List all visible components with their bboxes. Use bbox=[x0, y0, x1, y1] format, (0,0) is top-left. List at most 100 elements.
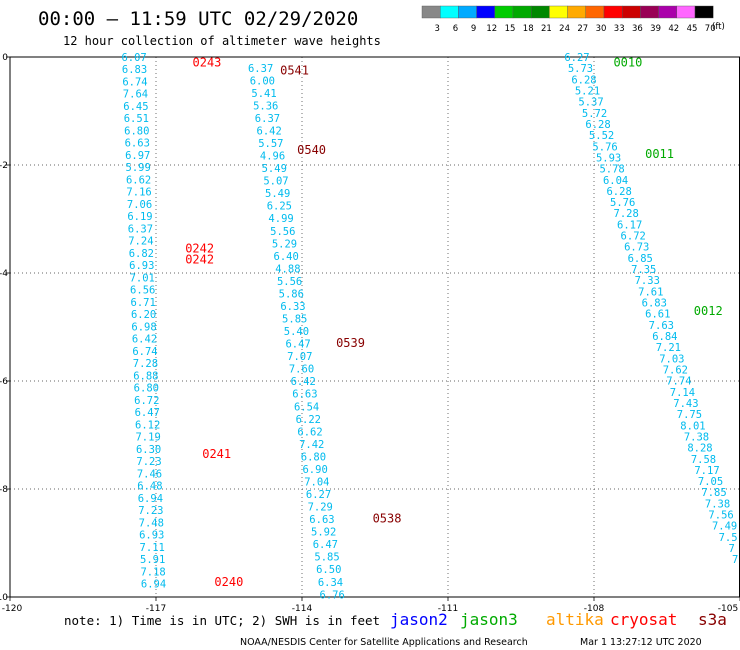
colorbar-label: 9 bbox=[471, 24, 476, 34]
wave-height-value: 7.14 bbox=[670, 387, 695, 399]
colorbar-swatch bbox=[421, 5, 441, 19]
colorbar-label: 30 bbox=[596, 24, 607, 34]
wave-height-value: 6.07 bbox=[121, 52, 146, 64]
wave-height-value: 6.47 bbox=[313, 539, 338, 551]
wave-height-value: 8.01 bbox=[680, 420, 705, 432]
wave-height-value: 5.56 bbox=[277, 276, 302, 288]
pass-label: 0242 bbox=[185, 242, 214, 256]
wave-height-value: 6.97 bbox=[125, 150, 150, 162]
wave-height-value: 5.07 bbox=[263, 176, 288, 188]
wave-height-value: 6.30 bbox=[136, 444, 161, 456]
colorbar-swatch bbox=[585, 5, 605, 19]
wave-height-value: 6.17 bbox=[617, 219, 642, 231]
wave-height-value: 5.78 bbox=[599, 164, 624, 176]
wave-height-value: 5.56 bbox=[270, 226, 295, 238]
wave-height-value: 6.04 bbox=[603, 175, 628, 187]
wave-height-value: 6.33 bbox=[280, 301, 305, 313]
wave-height-value: 5.36 bbox=[253, 100, 278, 112]
colorbar-label: 39 bbox=[650, 24, 661, 34]
wave-height-value: 5.21 bbox=[575, 85, 600, 97]
wave-height-value: 7.01 bbox=[130, 272, 155, 284]
wave-height-value: 7.75 bbox=[677, 409, 702, 421]
wave-height-value: 7.49 bbox=[712, 521, 737, 533]
wave-height-value: 6.63 bbox=[309, 514, 334, 526]
wave-height-value: 6.93 bbox=[129, 260, 154, 272]
wave-height-value: 6.28 bbox=[606, 186, 631, 198]
y-tick-label: -6 bbox=[0, 377, 8, 387]
pass-label: 0540 bbox=[297, 143, 326, 157]
wave-height-value: 6.72 bbox=[621, 231, 646, 243]
y-tick-label: -2 bbox=[0, 161, 8, 171]
wave-height-value: 6.80 bbox=[124, 125, 149, 137]
wave-height-value: 7.5 bbox=[719, 532, 738, 544]
wave-height-value: 6.28 bbox=[571, 74, 596, 86]
wave-height-value: 7.16 bbox=[126, 187, 151, 199]
y-tick-label: -8 bbox=[0, 485, 8, 495]
colorbar-label: 45 bbox=[687, 24, 698, 34]
wave-height-value: 6.27 bbox=[306, 489, 331, 501]
wave-height-value: 7.33 bbox=[635, 275, 660, 287]
wave-height-value: 6.98 bbox=[131, 321, 156, 333]
wave-height-value: 7.03 bbox=[659, 353, 684, 365]
wave-height-value: 6.94 bbox=[138, 493, 163, 505]
pass-label: 0010 bbox=[613, 55, 642, 69]
wave-height-value: 6.61 bbox=[645, 309, 670, 321]
wave-height-value: 5.40 bbox=[284, 326, 309, 338]
wave-height-value: 6.45 bbox=[123, 101, 148, 113]
wave-height-value: 7.23 bbox=[138, 505, 163, 517]
colorbar-label: 12 bbox=[486, 24, 497, 34]
wave-height-value: 6.82 bbox=[129, 248, 154, 260]
wave-height-value: 6.37 bbox=[128, 223, 153, 235]
plot-area: -120 -117 -114 -111 -108 -105 0 -2 -4 -6 -8 -10 6.07… bbox=[0, 52, 740, 614]
wave-height-value: 5.92 bbox=[311, 527, 336, 539]
colorbar-swatch bbox=[658, 5, 677, 19]
wave-height-value: 7.28 bbox=[133, 358, 158, 370]
wave-height-value: 7.17 bbox=[694, 465, 719, 477]
wave-height-value: 6.63 bbox=[125, 138, 150, 150]
wave-height-value: 5.86 bbox=[279, 288, 304, 300]
wave-height-value: 6.54 bbox=[294, 401, 319, 413]
wave-height-value: 6.19 bbox=[127, 211, 152, 223]
legend-cryosat: cryosat bbox=[610, 610, 677, 629]
colorbar-label: 21 bbox=[541, 24, 552, 34]
wave-height-value: 7.63 bbox=[649, 320, 674, 332]
colorbar-label: 3 bbox=[434, 24, 439, 34]
wave-height-value: 7.56 bbox=[708, 510, 733, 522]
wave-height-value: 6.00 bbox=[250, 75, 275, 87]
wave-height-value: 7.23 bbox=[136, 456, 161, 468]
wave-height-value: 5.57 bbox=[258, 138, 283, 150]
wave-height-value: 6.76 bbox=[320, 589, 345, 601]
wave-height-value: 6.20 bbox=[131, 309, 156, 321]
y-tick-label: -4 bbox=[0, 269, 8, 279]
x-tick-label: -111 bbox=[438, 604, 458, 614]
colorbar-label: 70 bbox=[705, 24, 716, 34]
wave-height-value: 5.49 bbox=[262, 163, 287, 175]
wave-height-value: 5.52 bbox=[589, 130, 614, 142]
wave-height-value: 6.93 bbox=[139, 530, 164, 542]
wave-height-value: 7.35 bbox=[631, 264, 656, 276]
wave-height-value: 5.29 bbox=[272, 238, 297, 250]
wave-height-value: 6.90 bbox=[302, 464, 327, 476]
colorbar-label: 33 bbox=[614, 24, 625, 34]
chart-subtitle: 12 hour collection of altimeter wave hei… bbox=[63, 34, 381, 48]
colorbar-swatch bbox=[694, 5, 714, 19]
wave-height-value: 7.74 bbox=[666, 376, 691, 388]
wave-height-value: 6.80 bbox=[301, 451, 326, 463]
wave-height-value: 6.47 bbox=[285, 339, 310, 351]
colorbar-swatch bbox=[603, 5, 623, 19]
pass-label: 0538 bbox=[373, 512, 402, 526]
colorbar-swatch bbox=[440, 5, 459, 19]
wave-height-value: 6.62 bbox=[297, 426, 322, 438]
wave-height-value: 5.91 bbox=[140, 554, 165, 566]
x-tick-label: -105 bbox=[718, 604, 738, 614]
colorbar-unit: (ft) bbox=[712, 22, 725, 32]
legend-jason2: jason2 bbox=[390, 610, 448, 629]
pass-label: 0243 bbox=[193, 55, 222, 69]
wave-height-value: 4.88 bbox=[275, 263, 300, 275]
colorbar-swatch bbox=[476, 5, 496, 19]
wave-height-value: 6.40 bbox=[274, 251, 299, 263]
wave-height-value: 7.21 bbox=[656, 342, 681, 354]
wave-height-value: 6.71 bbox=[131, 297, 156, 309]
colorbar-swatch bbox=[676, 5, 696, 19]
wave-height-value: 6.37 bbox=[255, 113, 280, 125]
